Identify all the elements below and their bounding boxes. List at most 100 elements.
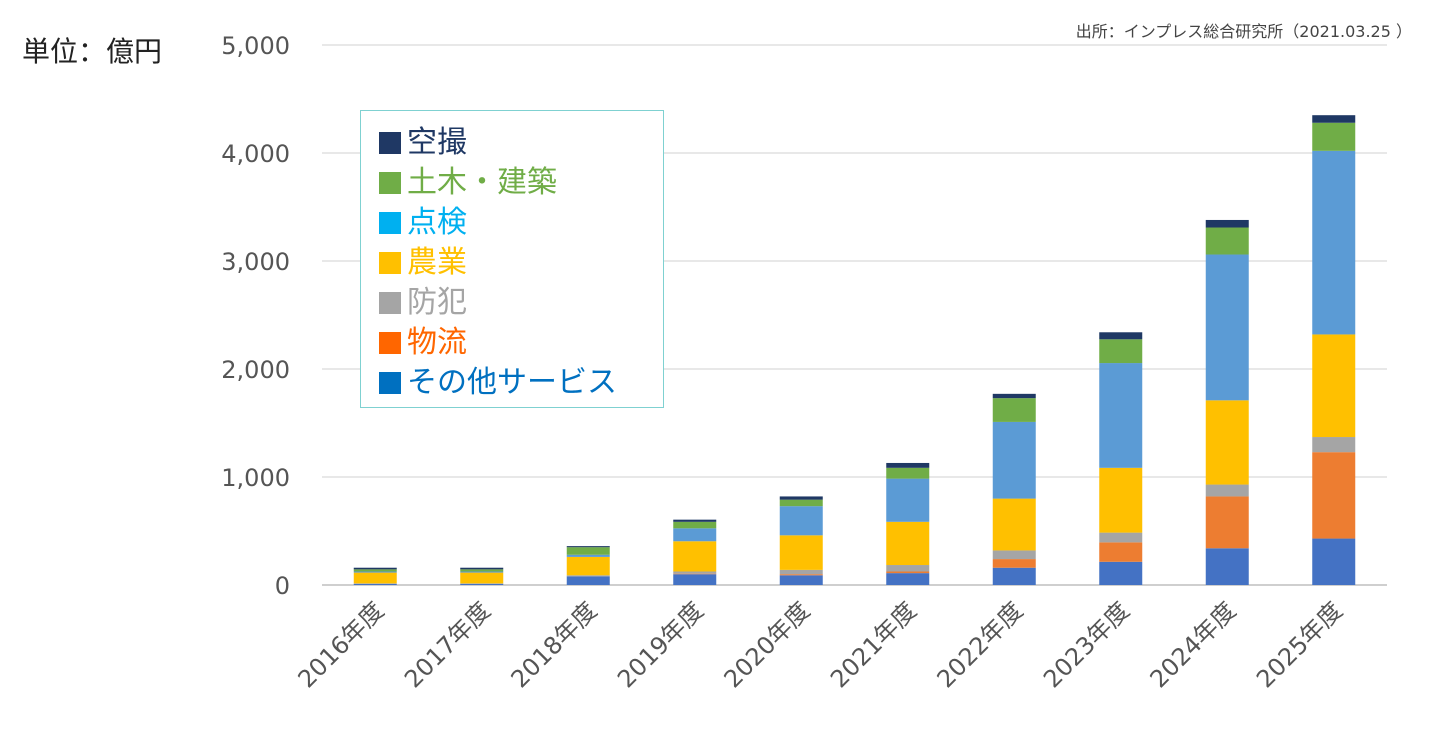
bar-segment (460, 569, 504, 572)
bar-segment (566, 554, 610, 557)
bar-segment (353, 569, 397, 572)
legend-item: 空撮 (379, 123, 663, 163)
bar-segment (353, 572, 397, 584)
bar-segment (460, 572, 504, 584)
legend-swatch (379, 372, 401, 394)
bar-segment (673, 573, 717, 575)
y-tick-label: 2,000 (221, 356, 290, 384)
bar-segment (886, 565, 930, 572)
legend-swatch (379, 212, 401, 234)
legend-label: 空撮 (407, 125, 467, 160)
x-tick-label: 2022年度 (932, 596, 1029, 693)
x-tick-label: 2020年度 (719, 596, 816, 693)
bar-segment (1099, 467, 1143, 533)
bar-segment (779, 575, 823, 585)
y-tick-label: 3,000 (221, 248, 290, 276)
bar-segment (1205, 548, 1249, 585)
legend-label: 防犯 (407, 285, 467, 320)
legend-swatch (379, 292, 401, 314)
x-tick-label: 2019年度 (612, 596, 709, 693)
bar-segment (1099, 363, 1143, 468)
bar-segment (353, 567, 397, 570)
legend-item: 農業 (379, 243, 663, 283)
x-tick-label: 2017年度 (399, 596, 496, 693)
bar-segment (1312, 538, 1356, 585)
legend-item: 物流 (379, 323, 663, 363)
bar-segment (1312, 122, 1356, 151)
legend-list: 空撮土木・建築点検農業防犯物流その他サービス (379, 123, 663, 403)
bar-segment (779, 499, 823, 507)
bar-segment (886, 571, 930, 574)
bar-segment (1099, 339, 1143, 364)
bar-segment (1205, 254, 1249, 401)
bar-segment (566, 576, 610, 585)
bar-segment (353, 571, 397, 573)
bar-segment (992, 567, 1036, 585)
legend-swatch (379, 132, 401, 154)
bar-segment (886, 478, 930, 522)
bar-segment (673, 574, 717, 585)
legend-swatch (379, 172, 401, 194)
source-label: 出所：インプレス総合研究所（2021.03.25 ） (1075, 22, 1412, 41)
bar-segment (353, 583, 397, 584)
bar-segment (1312, 334, 1356, 438)
legend-item: 点検 (379, 203, 663, 243)
bar-segment (566, 556, 610, 576)
bar-segment (460, 567, 504, 570)
bar-segment (779, 569, 823, 575)
bar-segment (886, 462, 930, 468)
bar-segment (566, 546, 610, 548)
bar-segment (992, 559, 1036, 568)
bar-segment (992, 421, 1036, 499)
y-tick-label: 4,000 (221, 140, 290, 168)
legend-label: その他サービス (407, 365, 617, 400)
bar-segment (779, 506, 823, 536)
x-tick-label: 2018年度 (506, 596, 603, 693)
bar-segment (1312, 452, 1356, 539)
bar-segment (1205, 227, 1249, 255)
legend-item: その他サービス (379, 363, 663, 403)
bar-segment (673, 521, 717, 529)
x-tick-label: 2024年度 (1145, 596, 1242, 693)
legend-item: 土木・建築 (379, 163, 663, 203)
bar-segment (1312, 150, 1356, 335)
bar-segment (779, 496, 823, 500)
legend-label: 物流 (407, 325, 467, 360)
bar-segment (886, 573, 930, 585)
y-tick-label: 1,000 (221, 464, 290, 492)
legend-swatch (379, 252, 401, 274)
legend-item: 防犯 (379, 283, 663, 323)
bar-segment (992, 550, 1036, 560)
legend-label: 点検 (407, 205, 467, 240)
bar-segment (779, 535, 823, 570)
bar-segment (779, 574, 823, 576)
y-tick-label: 0 (275, 572, 290, 600)
x-tick-label: 2023年度 (1038, 596, 1135, 693)
legend-swatch (379, 332, 401, 354)
bar-segment (673, 528, 717, 542)
bar-segment (1205, 219, 1249, 228)
bar-segment (566, 575, 610, 577)
bar-segment (460, 583, 504, 584)
bar-segment (1205, 400, 1249, 485)
bar-segment (673, 571, 717, 574)
bar-segment (1099, 542, 1143, 562)
x-tick-label: 2025年度 (1251, 596, 1348, 693)
bar-segment (1312, 115, 1356, 123)
bar-segment (1312, 437, 1356, 453)
unit-label: 単位：億円 (22, 35, 163, 68)
bar-segment (1099, 332, 1143, 340)
legend-label: 農業 (407, 245, 467, 280)
bar-segment (353, 583, 397, 585)
y-tick-label: 5,000 (221, 32, 290, 60)
x-tick-label: 2016年度 (293, 596, 390, 693)
legend-label: 土木・建築 (407, 165, 557, 200)
bar-segment (992, 498, 1036, 551)
x-tick-label: 2021年度 (825, 596, 922, 693)
bar-segment (566, 547, 610, 555)
bar-segment (992, 393, 1036, 399)
bar-segment (886, 521, 930, 566)
bar-segment (886, 467, 930, 479)
